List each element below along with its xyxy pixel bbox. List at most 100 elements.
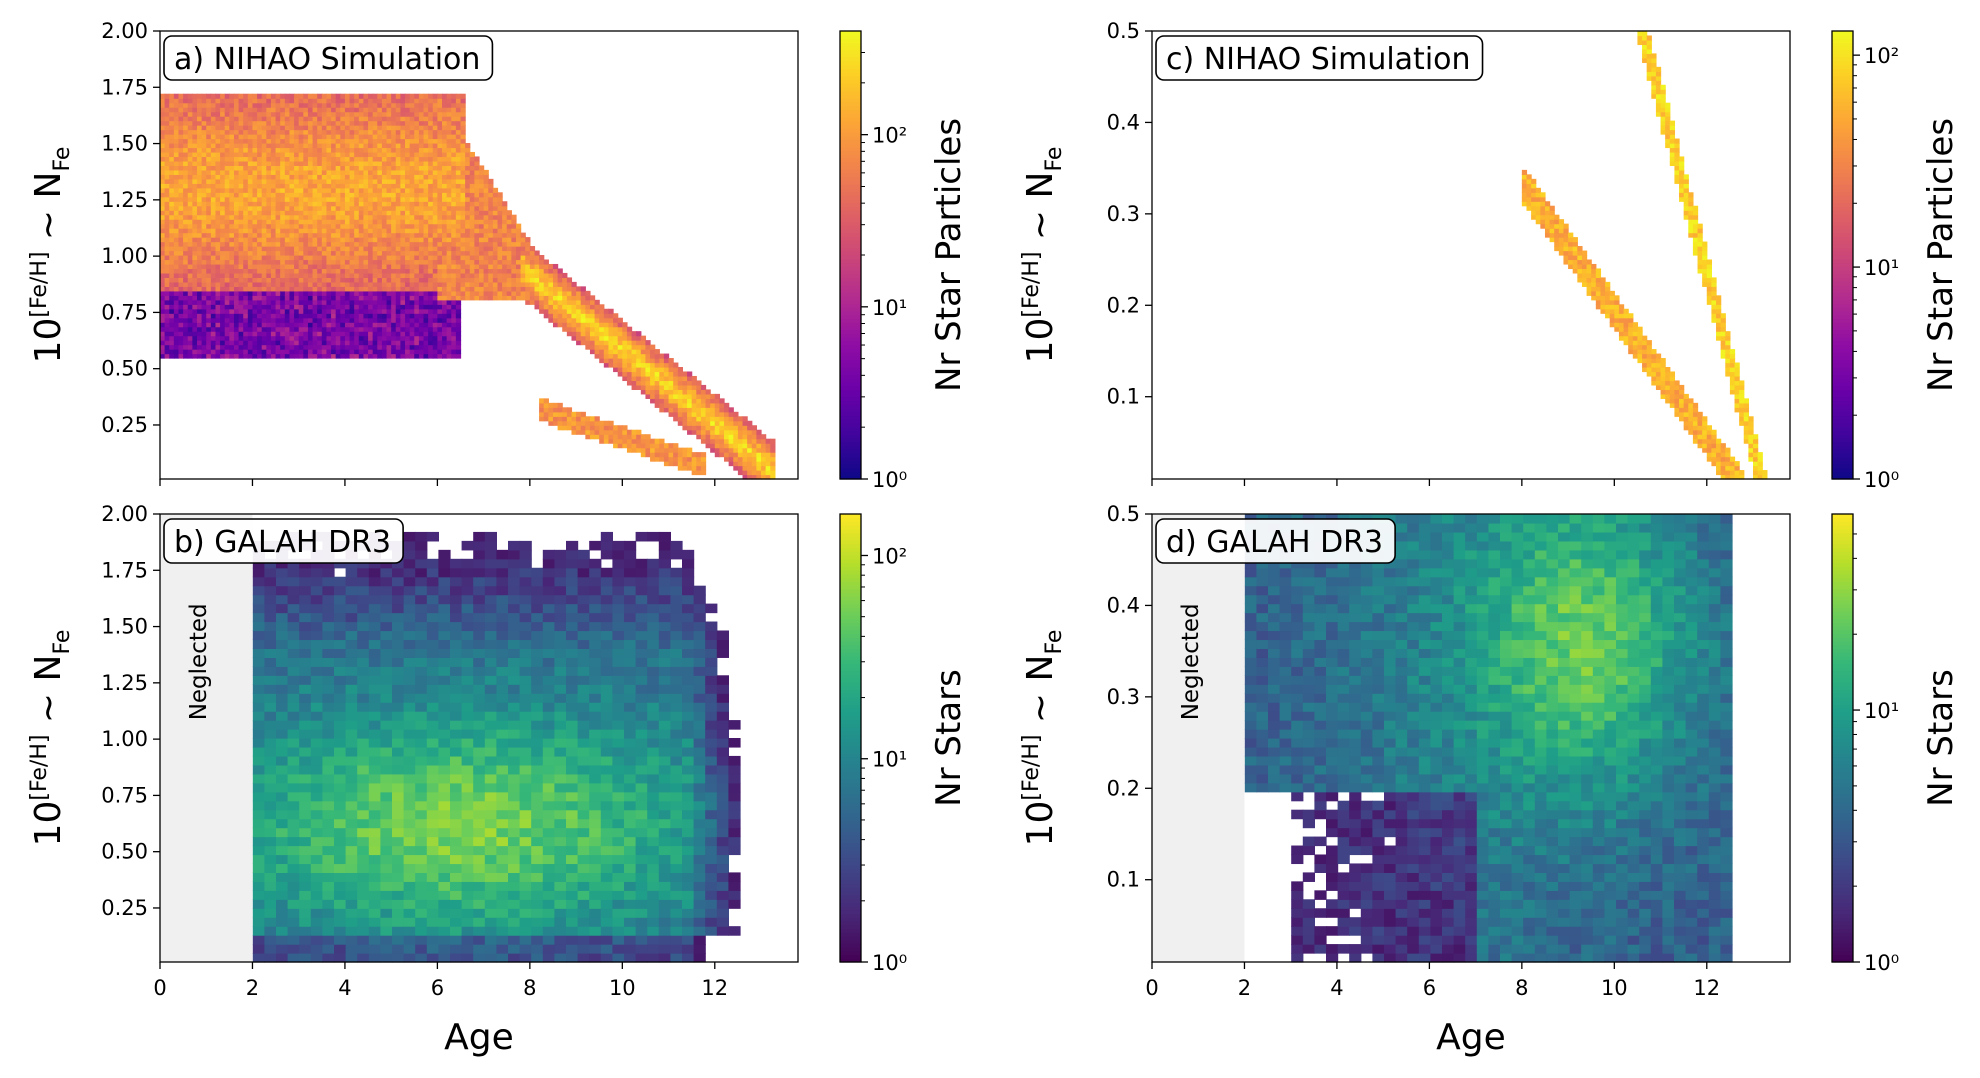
- heatmap-cell: [294, 290, 300, 296]
- heatmap-cell: [160, 93, 166, 99]
- heatmap-cell: [187, 232, 193, 238]
- heatmap-cell: [446, 165, 452, 171]
- heatmap-cell: [192, 317, 198, 323]
- heatmap-cell: [303, 344, 309, 350]
- heatmap-cell: [525, 290, 531, 296]
- heatmap-cell: [224, 187, 230, 193]
- heatmap-cell: [229, 286, 235, 292]
- heatmap-cell: [358, 129, 365, 135]
- heatmap-cell: [187, 304, 193, 310]
- heatmap-cell: [261, 160, 267, 166]
- heatmap-cell: [349, 349, 355, 355]
- heatmap-cell: [437, 205, 443, 211]
- heatmap-cell: [243, 286, 249, 292]
- heatmap-cell: [187, 322, 193, 328]
- heatmap-cell: [270, 335, 277, 341]
- heatmap-cell: [224, 116, 230, 122]
- heatmap-cell: [428, 192, 434, 198]
- heatmap-cell: [307, 322, 314, 328]
- heatmap-cell: [599, 304, 605, 310]
- heatmap-cell: [442, 160, 448, 166]
- heatmap-cell: [691, 420, 697, 426]
- heatmap-cell: [275, 116, 281, 122]
- heatmap-cell: [488, 268, 494, 274]
- heatmap-cell: [395, 317, 402, 323]
- heatmap-cell: [238, 214, 244, 220]
- heatmap-cell: [321, 93, 328, 99]
- heatmap-cell: [164, 156, 170, 162]
- heatmap-cell: [580, 326, 586, 332]
- heatmap-cell: [511, 259, 517, 265]
- heatmap-cell: [525, 259, 531, 265]
- heatmap-cell: [354, 156, 360, 162]
- heatmap-cell: [247, 263, 254, 270]
- heatmap-cell: [340, 353, 346, 359]
- heatmap-cell: [215, 156, 221, 162]
- heatmap-cell: [289, 134, 295, 140]
- heatmap-cell: [335, 183, 341, 189]
- heatmap-cell: [636, 429, 642, 435]
- heatmap-cell: [331, 98, 337, 104]
- heatmap-cell: [381, 353, 388, 359]
- heatmap-cell: [446, 322, 452, 328]
- heatmap-cell: [386, 93, 392, 99]
- heatmap-cell: [368, 98, 374, 104]
- heatmap-cell: [284, 263, 291, 270]
- heatmap-cell: [196, 147, 203, 153]
- heatmap-cell: [428, 313, 434, 319]
- heatmap-cell: [636, 335, 642, 341]
- heatmap-cell: [349, 232, 355, 238]
- heatmap-cell: [381, 102, 388, 108]
- heatmap-cell: [335, 299, 341, 305]
- heatmap-cell: [455, 138, 462, 144]
- heatmap-cell: [270, 353, 277, 359]
- heatmap-cell: [589, 313, 596, 319]
- heatmap-cell: [603, 331, 610, 337]
- heatmap-cell: [594, 340, 600, 346]
- heatmap-cell: [432, 232, 438, 238]
- heatmap-cell: [613, 438, 619, 444]
- heatmap-cell: [183, 129, 189, 135]
- heatmap-cell: [164, 102, 170, 108]
- heatmap-cell: [395, 349, 402, 355]
- heatmap-cell: [178, 138, 184, 144]
- heatmap-cell: [474, 174, 480, 180]
- heatmap-cell: [243, 340, 249, 346]
- heatmap-cell: [169, 308, 175, 314]
- heatmap-cell: [257, 151, 263, 158]
- heatmap-cell: [372, 111, 378, 117]
- heatmap-cell: [354, 304, 360, 310]
- heatmap-cell: [506, 272, 512, 278]
- heatmap-cell: [164, 308, 170, 314]
- heatmap-cell: [418, 268, 425, 274]
- heatmap-cell: [270, 125, 277, 131]
- heatmap-cell: [423, 169, 429, 175]
- heatmap-cell: [372, 232, 378, 238]
- heatmap-cell: [298, 331, 304, 337]
- heatmap-cell: [187, 120, 193, 126]
- heatmap-cell: [307, 151, 314, 158]
- heatmap-cell: [381, 147, 388, 153]
- heatmap-cell: [270, 147, 277, 153]
- heatmap-cell: [497, 290, 503, 296]
- heatmap-cell: [247, 178, 254, 184]
- heatmap-cell: [446, 111, 452, 117]
- heatmap-cell: [257, 237, 263, 243]
- heatmap-cell: [414, 192, 420, 198]
- heatmap-cell: [465, 281, 471, 287]
- heatmap-cell: [506, 250, 512, 256]
- heatmap-cell: [164, 138, 170, 144]
- heatmap-cell: [303, 317, 309, 323]
- heatmap-cell: [160, 165, 166, 171]
- heatmap-cell: [335, 165, 341, 171]
- heatmap-cell: [502, 219, 508, 225]
- heatmap-cell: [589, 340, 596, 346]
- heatmap-cell: [298, 250, 304, 256]
- heatmap-cell: [428, 169, 434, 175]
- heatmap-cell: [173, 134, 180, 140]
- heatmap-cell: [224, 93, 230, 99]
- heatmap-cell: [206, 165, 212, 171]
- heatmap-cell: [233, 107, 240, 113]
- heatmap-cell: [187, 340, 193, 346]
- heatmap-cell: [206, 116, 212, 122]
